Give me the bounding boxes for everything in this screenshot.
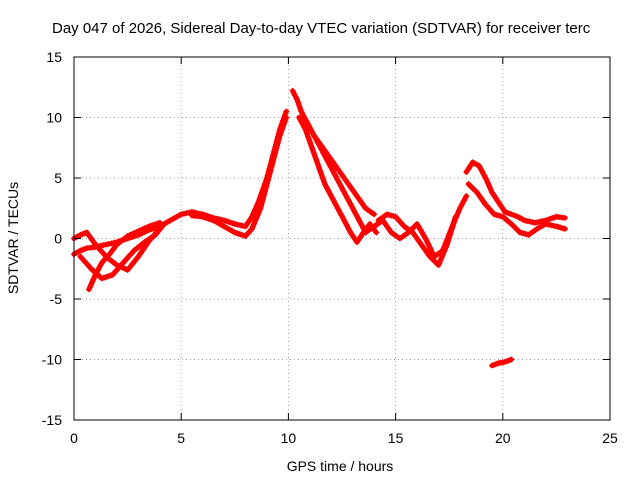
data-point bbox=[178, 211, 185, 218]
data-point bbox=[371, 211, 378, 218]
data-point bbox=[100, 242, 107, 249]
x-tick-label: 25 bbox=[602, 430, 618, 446]
data-point bbox=[452, 213, 459, 220]
data-point bbox=[283, 114, 290, 121]
data-point bbox=[521, 217, 528, 224]
data-point bbox=[523, 217, 530, 224]
data-point bbox=[231, 220, 238, 227]
y-tick-label: -10 bbox=[42, 352, 62, 368]
series-track-j bbox=[375, 211, 459, 269]
data-point bbox=[542, 220, 549, 227]
series-track-h bbox=[311, 132, 378, 218]
x-tick-label: 10 bbox=[281, 430, 297, 446]
series-track-f bbox=[289, 87, 369, 236]
data-point bbox=[161, 220, 168, 227]
data-point bbox=[545, 221, 552, 228]
data-point bbox=[561, 214, 568, 221]
y-tick-label: 0 bbox=[54, 231, 62, 247]
data-point bbox=[537, 218, 544, 225]
y-tick-label: 5 bbox=[54, 170, 62, 186]
x-axis-label: GPS time / hours bbox=[287, 458, 394, 474]
data-point bbox=[534, 219, 541, 226]
data-point bbox=[183, 210, 190, 217]
series-track-e bbox=[188, 114, 290, 240]
axis-ticks: 0 5 10 15 20 25 -15 -10 -5 0 5 10 15 bbox=[42, 49, 618, 446]
data-point bbox=[105, 240, 112, 247]
data-point bbox=[550, 222, 557, 229]
series-track-m bbox=[489, 356, 515, 369]
x-tick-label: 20 bbox=[495, 430, 511, 446]
data-points bbox=[71, 87, 568, 369]
data-point bbox=[180, 210, 187, 217]
data-point bbox=[218, 216, 225, 223]
y-tick-label: 15 bbox=[46, 49, 62, 65]
data-point bbox=[234, 221, 241, 228]
data-point bbox=[531, 219, 538, 226]
y-tick-label: -15 bbox=[42, 412, 62, 428]
data-point bbox=[156, 219, 163, 226]
data-point bbox=[103, 241, 110, 248]
data-point bbox=[239, 222, 246, 229]
data-point bbox=[561, 225, 568, 232]
data-point bbox=[508, 356, 515, 363]
series-track-a bbox=[71, 108, 290, 258]
chart-title: Day 047 of 2026, Sidereal Day-to-day VTE… bbox=[52, 20, 591, 37]
data-point bbox=[108, 240, 115, 247]
y-tick-label: 10 bbox=[46, 110, 62, 126]
series-track-d bbox=[86, 219, 163, 293]
data-point bbox=[526, 218, 533, 225]
series-band bbox=[290, 88, 369, 235]
data-point bbox=[186, 209, 193, 216]
series-band bbox=[71, 108, 289, 257]
series-track-k bbox=[463, 159, 568, 226]
data-point bbox=[548, 222, 555, 229]
data-point bbox=[463, 193, 470, 200]
data-point bbox=[283, 108, 290, 115]
data-point bbox=[237, 222, 244, 229]
x-tick-label: 5 bbox=[177, 430, 185, 446]
x-tick-label: 15 bbox=[388, 430, 404, 446]
y-axis-label: SDTVAR / TECUs bbox=[5, 182, 21, 294]
data-point bbox=[529, 219, 536, 226]
series-track-l bbox=[465, 181, 568, 238]
data-point bbox=[373, 229, 380, 236]
y-tick-label: -5 bbox=[50, 291, 63, 307]
x-tick-label: 0 bbox=[70, 430, 78, 446]
